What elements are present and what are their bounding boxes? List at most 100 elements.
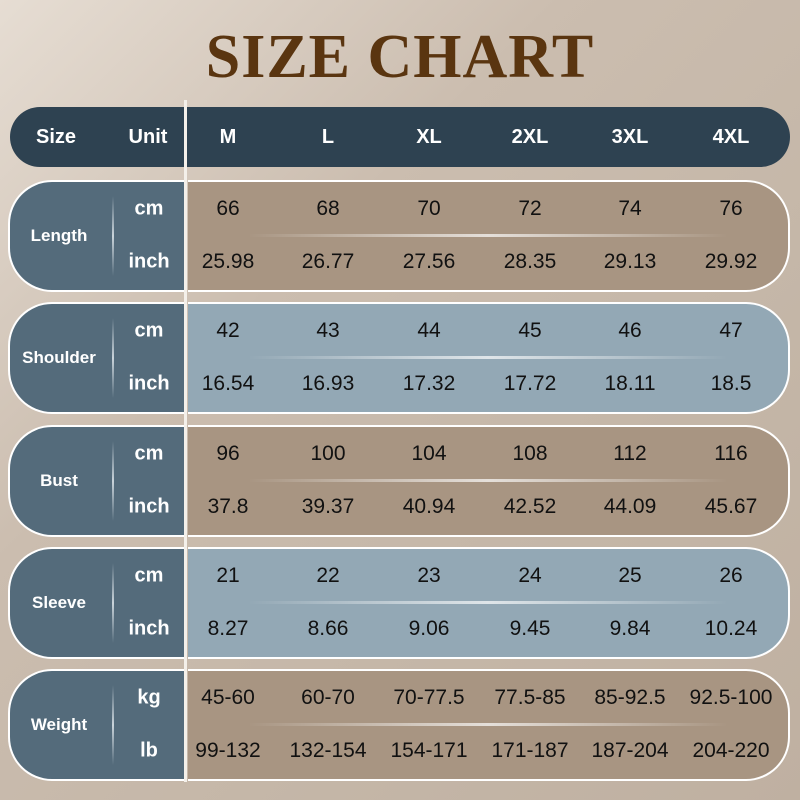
value-cell: 29.92 — [704, 250, 758, 273]
value-cell: 16.93 — [301, 372, 355, 395]
value-cell: 72 — [518, 197, 542, 220]
measurement-label: Sleeve — [32, 593, 86, 612]
value-cell: 9.45 — [509, 617, 551, 640]
unit-label: inch — [128, 372, 170, 395]
value-cell: 47 — [719, 319, 743, 342]
value-cell: 92.5-100 — [689, 686, 773, 709]
value-cell: 68 — [316, 197, 340, 220]
value-cell: 70-77.5 — [393, 686, 465, 709]
unit-label: cm — [134, 319, 164, 342]
divider-glow — [248, 479, 728, 482]
value-cell: 45-60 — [201, 686, 255, 709]
value-cell: 16.54 — [201, 372, 255, 395]
value-cell: 85-92.5 — [594, 686, 666, 709]
value-cell: 45 — [518, 319, 542, 342]
row-bust: Bust cm inch 96 37.8 100 39.37 104 40.94 108 42… — [8, 425, 792, 537]
value-cell: 29.13 — [603, 250, 657, 273]
size-header-2xl: 2XL — [511, 126, 549, 148]
value-cell: 96 — [216, 442, 240, 465]
value-cell: 66 — [216, 197, 240, 220]
divider — [112, 563, 114, 643]
values-block: 42 16.54 43 16.93 44 17.32 45 17.72 46 18.11 47 18.… — [188, 302, 790, 414]
size-header-xl: XL — [416, 126, 442, 148]
unit-label: cm — [134, 442, 164, 465]
measurement-label: Shoulder — [22, 348, 96, 367]
value-cell: 40.94 — [402, 495, 456, 518]
value-cell: 116 — [714, 442, 748, 465]
value-cell: 37.8 — [207, 495, 249, 518]
value-cell: 25.98 — [201, 250, 255, 273]
unit-label: inch — [128, 495, 170, 518]
value-cell: 28.35 — [503, 250, 557, 273]
row-label-block: Weight kg lb — [8, 669, 186, 781]
size-header-3xl: 3XL — [611, 126, 649, 148]
divider-glow — [248, 723, 728, 726]
divider — [112, 441, 114, 521]
measurement-label: Weight — [30, 715, 88, 734]
value-cell: 39.37 — [301, 495, 355, 518]
unit-label: cm — [134, 197, 164, 220]
value-cell: 77.5-85 — [494, 686, 566, 709]
size-header-l: L — [321, 126, 335, 148]
values-block: 66 25.98 68 26.77 70 27.56 72 28.35 74 29.13 76 29.… — [188, 180, 790, 292]
value-cell: 9.06 — [408, 617, 450, 640]
row-label-block: Sleeve cm inch — [8, 547, 186, 659]
page-title: SIZE CHART — [205, 23, 595, 91]
value-cell: 21 — [216, 564, 240, 587]
value-cell: 99-132 — [195, 739, 261, 762]
value-cell: 10.24 — [704, 617, 758, 640]
unit-label: kg — [137, 686, 161, 709]
value-cell: 171-187 — [491, 739, 569, 762]
value-cell: 70 — [417, 197, 441, 220]
divider — [112, 318, 114, 398]
value-cell: 132-154 — [289, 739, 367, 762]
value-cell: 60-70 — [301, 686, 355, 709]
value-cell: 154-171 — [390, 739, 468, 762]
table-header: Size Unit M L XL 2XL 3XL 4XL — [10, 107, 790, 167]
value-cell: 46 — [618, 319, 642, 342]
value-cell: 204-220 — [692, 739, 770, 762]
size-header-m: M — [219, 126, 237, 148]
value-cell: 8.66 — [307, 617, 349, 640]
value-cell: 42.52 — [503, 495, 557, 518]
row-sleeve: Sleeve cm inch 21 8.27 22 8.66 23 9.06 24 9.45 2… — [8, 547, 792, 659]
unit-label: inch — [128, 250, 170, 273]
column-divider — [184, 100, 187, 782]
value-cell: 187-204 — [591, 739, 669, 762]
value-cell: 9.84 — [609, 617, 651, 640]
value-cell: 108 — [512, 442, 548, 465]
row-length: Length cm inch 66 25.98 68 26.77 70 27.56 72 28… — [8, 180, 792, 292]
value-cell: 44.09 — [603, 495, 657, 518]
unit-header: Unit — [128, 126, 168, 148]
divider-glow — [248, 234, 728, 237]
value-cell: 17.72 — [503, 372, 557, 395]
value-cell: 27.56 — [402, 250, 456, 273]
value-cell: 18.11 — [604, 372, 656, 395]
value-cell: 17.32 — [402, 372, 456, 395]
divider-glow — [248, 601, 728, 604]
value-cell: 26 — [719, 564, 743, 587]
measurement-label: Bust — [40, 471, 78, 490]
values-block: 96 37.8 100 39.37 104 40.94 108 42.52 112 44.09 11… — [188, 425, 790, 537]
value-cell: 8.27 — [207, 617, 249, 640]
value-cell: 45.67 — [704, 495, 758, 518]
values-block: 21 8.27 22 8.66 23 9.06 24 9.45 25 9.84 26 10.24 — [188, 547, 790, 659]
unit-label: inch — [128, 617, 170, 640]
value-cell: 26.77 — [301, 250, 355, 273]
value-cell: 24 — [518, 564, 542, 587]
unit-label: lb — [140, 739, 158, 762]
divider — [112, 685, 114, 765]
divider-glow — [248, 356, 728, 359]
size-header: Size — [35, 126, 77, 148]
value-cell: 112 — [613, 442, 647, 465]
value-cell: 100 — [310, 442, 346, 465]
row-weight: Weight kg lb 45-60 99-132 60-70 132-154 70-7… — [8, 669, 792, 781]
value-cell: 44 — [417, 319, 441, 342]
value-cell: 76 — [719, 197, 743, 220]
value-cell: 104 — [411, 442, 447, 465]
size-header-4xl: 4XL — [712, 126, 750, 148]
measurement-label: Length — [30, 226, 88, 245]
value-cell: 18.5 — [710, 372, 752, 395]
row-label-block: Length cm inch — [8, 180, 186, 292]
row-shoulder: Shoulder cm inch 42 16.54 43 16.93 44 17.32 45… — [8, 302, 792, 414]
